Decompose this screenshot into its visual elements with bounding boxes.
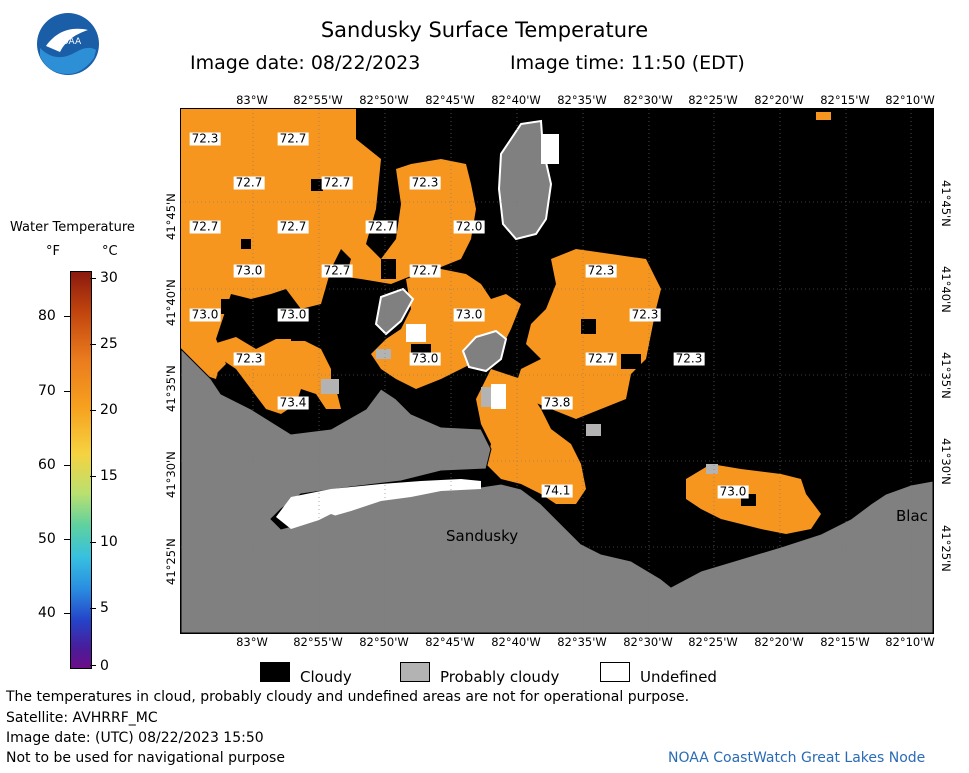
footer-utc-date: Image date: (UTC) 08/22/2023 15:50 <box>6 730 264 746</box>
place-label-sandusky: Sandusky <box>446 527 519 545</box>
temperature-label: 72.0 <box>453 219 485 234</box>
colorbar-f-tick: 80 <box>38 308 56 324</box>
colorbar-unit-c: °C <box>102 244 118 259</box>
temperature-label: 72.7 <box>585 351 617 366</box>
place-label-blac: Blac <box>896 507 928 525</box>
lat-label-right: 41°30'N <box>939 438 953 485</box>
probably-cloudy-area <box>321 349 718 474</box>
temperature-label: 72.7 <box>189 219 221 234</box>
lat-label-right: 41°40'N <box>939 266 953 313</box>
lon-label-bottom: 82°25'W <box>688 635 738 649</box>
temperature-label: 72.3 <box>585 263 617 278</box>
lon-label-bottom: 82°55'W <box>293 635 343 649</box>
temperature-label: 72.3 <box>629 307 661 322</box>
temperature-label: 73.8 <box>541 395 573 410</box>
colorbar-unit-f: °F <box>46 244 60 259</box>
lat-label-left: 41°40'N <box>164 279 178 326</box>
colorbar-c-tick: 10 <box>100 534 118 550</box>
temperature-label: 72.3 <box>189 131 221 146</box>
lon-label-bottom: 82°35'W <box>557 635 607 649</box>
colorbar <box>70 271 92 669</box>
footer-satellite: Satellite: AVHRRF_MC <box>6 710 158 726</box>
legend-swatch-probably-cloudy <box>400 662 430 682</box>
noaa-logo: NOAA <box>36 12 100 76</box>
colorbar-f-tick: 70 <box>38 383 56 399</box>
temperature-label: 74.1 <box>541 483 573 498</box>
undefined-area <box>406 112 831 409</box>
temperature-label: 72.3 <box>233 351 265 366</box>
temperature-label: 72.3 <box>409 175 441 190</box>
bay-area <box>311 505 441 537</box>
temperature-label: 72.3 <box>673 351 705 366</box>
temperature-label: 73.0 <box>717 484 749 499</box>
lat-label-left: 41°25'N <box>164 538 178 585</box>
legend-swatch-cloudy <box>260 662 290 682</box>
temperature-label: 73.0 <box>233 263 265 278</box>
temperature-label: 72.7 <box>409 263 441 278</box>
lon-label-top: 82°15'W <box>820 93 870 107</box>
temperature-label: 72.7 <box>277 219 309 234</box>
lat-label-right: 41°35'N <box>939 352 953 399</box>
temperature-label: 73.0 <box>189 307 221 322</box>
island-shapes <box>374 119 553 373</box>
lon-label-top: 82°35'W <box>557 93 607 107</box>
colorbar-f-tick: 40 <box>38 605 56 621</box>
lon-label-bottom: 82°20'W <box>754 635 804 649</box>
lon-label-top: 83°W <box>236 93 268 107</box>
lon-label-top: 82°50'W <box>359 93 409 107</box>
legend-label-probably-cloudy: Probably cloudy <box>440 668 560 686</box>
footer-credit: NOAA CoastWatch Great Lakes Node <box>668 750 926 766</box>
temperature-label: 72.7 <box>365 219 397 234</box>
lat-label-left: 41°30'N <box>164 451 178 498</box>
lon-label-bottom: 82°15'W <box>820 635 870 649</box>
lon-label-top: 82°45'W <box>425 93 475 107</box>
lon-label-top: 82°10'W <box>885 93 935 107</box>
footer-nav-warning: Not to be used for navigational purpose <box>6 750 285 766</box>
lon-label-bottom: 82°50'W <box>359 635 409 649</box>
lon-label-top: 82°30'W <box>623 93 673 107</box>
colorbar-c-tick: 25 <box>100 336 118 352</box>
lon-label-bottom: 82°30'W <box>623 635 673 649</box>
colorbar-f-tick: 60 <box>38 457 56 473</box>
legend-label-cloudy: Cloudy <box>300 668 352 686</box>
lon-label-bottom: 82°40'W <box>491 635 541 649</box>
image-date: Image date: 08/22/2023 <box>190 52 421 74</box>
svg-text:NOAA: NOAA <box>55 37 82 47</box>
temperature-label: 73.0 <box>277 307 309 322</box>
legend-swatch-undefined <box>600 662 630 682</box>
colorbar-c-tick: 5 <box>100 600 109 616</box>
temperature-label: 73.4 <box>277 395 309 410</box>
temperature-label: 72.7 <box>321 175 353 190</box>
lon-label-bottom: 82°10'W <box>885 635 935 649</box>
lon-label-bottom: 83°W <box>236 635 268 649</box>
lon-label-top: 82°20'W <box>754 93 804 107</box>
colorbar-c-tick: 20 <box>100 402 118 418</box>
lat-label-left: 41°45'N <box>164 193 178 240</box>
lon-label-top: 82°55'W <box>293 93 343 107</box>
grid-lines <box>181 109 933 633</box>
lat-label-right: 41°45'N <box>939 180 953 227</box>
lon-label-top: 82°40'W <box>491 93 541 107</box>
colorbar-f-tick: 50 <box>38 531 56 547</box>
map-title: Sandusky Surface Temperature <box>320 18 649 42</box>
temperature-label: 72.7 <box>277 131 309 146</box>
colorbar-c-tick: 0 <box>100 658 109 674</box>
temperature-label: 72.7 <box>321 263 353 278</box>
temperature-label: 73.0 <box>409 351 441 366</box>
lon-label-top: 82°25'W <box>688 93 738 107</box>
temperature-label: 72.7 <box>233 175 265 190</box>
colorbar-title: Water Temperature <box>10 220 135 235</box>
temperature-label: 73.0 <box>453 307 485 322</box>
lat-label-right: 41°25'N <box>939 525 953 572</box>
surface-temperature-map: 72.3 72.7 72.7 72.7 72.3 72.7 72.7 72.7 … <box>180 108 934 634</box>
legend-label-undefined: Undefined <box>640 668 717 686</box>
colorbar-c-tick: 30 <box>100 270 118 286</box>
lat-label-left: 41°35'N <box>164 365 178 412</box>
footer-note: The temperatures in cloud, probably clou… <box>6 689 690 705</box>
lon-label-bottom: 82°45'W <box>425 635 475 649</box>
image-time: Image time: 11:50 (EDT) <box>510 52 745 74</box>
colorbar-c-tick: 15 <box>100 468 118 484</box>
